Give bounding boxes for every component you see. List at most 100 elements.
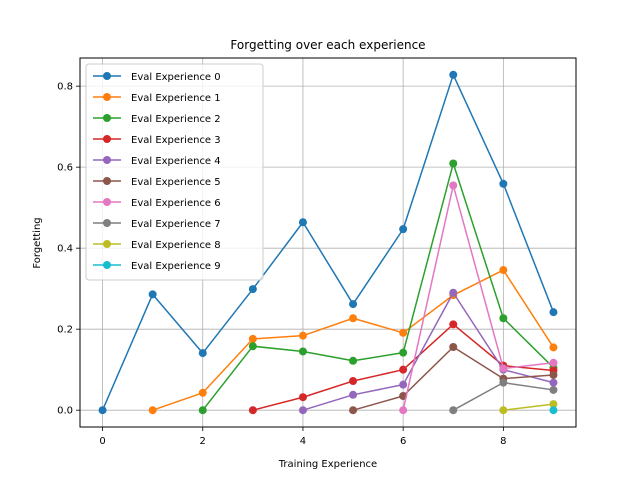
data-point bbox=[198, 406, 207, 415]
y-tick-label: 0.4 bbox=[57, 244, 73, 255]
data-point bbox=[399, 380, 408, 389]
data-point bbox=[499, 314, 508, 323]
data-point bbox=[499, 364, 508, 373]
series-9 bbox=[549, 406, 558, 415]
data-point bbox=[449, 406, 458, 415]
plot-frame bbox=[79, 57, 577, 428]
data-point bbox=[248, 285, 257, 294]
data-point bbox=[399, 348, 408, 357]
legend-label: Eval Experience 1 bbox=[131, 93, 221, 104]
series-1 bbox=[148, 266, 558, 415]
data-point bbox=[449, 288, 458, 297]
data-point bbox=[298, 406, 307, 415]
data-point bbox=[248, 406, 257, 415]
legend-swatch-marker bbox=[103, 261, 111, 269]
data-point bbox=[98, 406, 107, 415]
data-point bbox=[399, 328, 408, 337]
x-tick-label: 6 bbox=[400, 436, 406, 447]
data-point bbox=[298, 347, 307, 356]
data-point bbox=[499, 179, 508, 188]
data-point bbox=[198, 349, 207, 358]
legend-entry: Eval Experience 9 bbox=[93, 261, 221, 272]
data-point bbox=[449, 343, 458, 352]
series-line bbox=[302, 291, 554, 411]
y-tick-label: 0.8 bbox=[57, 82, 73, 93]
legend-swatch-marker bbox=[103, 93, 111, 101]
data-point bbox=[499, 378, 508, 387]
data-point bbox=[499, 406, 508, 415]
legend-label: Eval Experience 5 bbox=[131, 177, 221, 188]
legend-swatch-marker bbox=[103, 72, 111, 80]
data-point bbox=[549, 343, 558, 352]
legend-swatch-marker bbox=[103, 240, 111, 248]
legend-swatch-marker bbox=[103, 114, 111, 122]
data-point bbox=[248, 334, 257, 343]
legend-label: Eval Experience 0 bbox=[131, 72, 221, 83]
legend-swatch-marker bbox=[103, 219, 111, 227]
legend-label: Eval Experience 3 bbox=[131, 135, 221, 146]
series-8 bbox=[499, 400, 558, 415]
data-point bbox=[148, 290, 157, 299]
legend-label: Eval Experience 4 bbox=[131, 156, 221, 167]
legend-swatch-marker bbox=[103, 198, 111, 206]
legend-label: Eval Experience 8 bbox=[131, 240, 221, 251]
data-point bbox=[298, 331, 307, 340]
legend-swatch-marker bbox=[103, 177, 111, 185]
series-7 bbox=[449, 378, 558, 415]
data-point bbox=[449, 320, 458, 329]
legend: Eval Experience 0 Eval Experience 1 Eval E… bbox=[85, 63, 264, 281]
data-point bbox=[549, 308, 558, 317]
legend-entry: Eval Experience 5 bbox=[93, 177, 221, 188]
data-point bbox=[349, 406, 358, 415]
series-0 bbox=[98, 70, 558, 415]
legend-swatch-marker bbox=[103, 156, 111, 164]
data-point bbox=[399, 365, 408, 374]
series-6 bbox=[399, 181, 558, 415]
x-tick-label: 8 bbox=[500, 436, 506, 447]
legend-label: Eval Experience 7 bbox=[131, 219, 221, 230]
chart-title: Forgetting over each experience bbox=[230, 38, 425, 52]
data-point bbox=[549, 370, 558, 379]
data-point bbox=[298, 218, 307, 227]
series-line bbox=[202, 162, 554, 411]
legend-entry: Eval Experience 7 bbox=[93, 219, 221, 230]
legend-swatch-marker bbox=[103, 135, 111, 143]
legend-label: Eval Experience 2 bbox=[131, 114, 221, 125]
legend-entry: Eval Experience 4 bbox=[93, 156, 221, 167]
y-tick-label: 0.0 bbox=[57, 406, 73, 417]
y-tick-label: 0.2 bbox=[57, 325, 73, 336]
data-point bbox=[499, 266, 508, 275]
data-point bbox=[248, 342, 257, 351]
data-point bbox=[198, 388, 207, 397]
data-point bbox=[349, 356, 358, 365]
legend-entry: Eval Experience 1 bbox=[93, 93, 221, 104]
data-point bbox=[349, 377, 358, 386]
data-point bbox=[399, 406, 408, 415]
x-tick-label: 0 bbox=[99, 436, 105, 447]
data-point bbox=[148, 406, 157, 415]
data-point bbox=[449, 181, 458, 190]
legend-label: Eval Experience 9 bbox=[131, 261, 221, 272]
x-axis-label: Training Experience bbox=[278, 459, 377, 470]
data-point bbox=[549, 400, 558, 409]
y-tick-label: 0.6 bbox=[57, 163, 73, 174]
data-point bbox=[399, 225, 408, 234]
legend-entry: Eval Experience 2 bbox=[93, 114, 221, 125]
x-tick-label: 2 bbox=[200, 436, 206, 447]
series-line bbox=[101, 74, 555, 411]
series-line bbox=[503, 403, 554, 411]
data-point bbox=[549, 378, 558, 387]
legend-entry: Eval Experience 3 bbox=[93, 135, 221, 146]
data-point bbox=[349, 314, 358, 323]
axis-ticks: 0 2 4 6 8 0.0 0.2 0.4 0.6 0.8 bbox=[57, 82, 506, 447]
legend-entry: Eval Experience 6 bbox=[93, 198, 221, 209]
data-point bbox=[549, 406, 558, 415]
legend-label: Eval Experience 6 bbox=[131, 198, 221, 209]
data-point bbox=[349, 300, 358, 309]
legend-entry: Eval Experience 0 bbox=[93, 72, 221, 83]
data-point bbox=[549, 358, 558, 367]
legend-box bbox=[85, 63, 264, 281]
series-lines bbox=[98, 70, 558, 415]
data-point bbox=[449, 70, 458, 79]
